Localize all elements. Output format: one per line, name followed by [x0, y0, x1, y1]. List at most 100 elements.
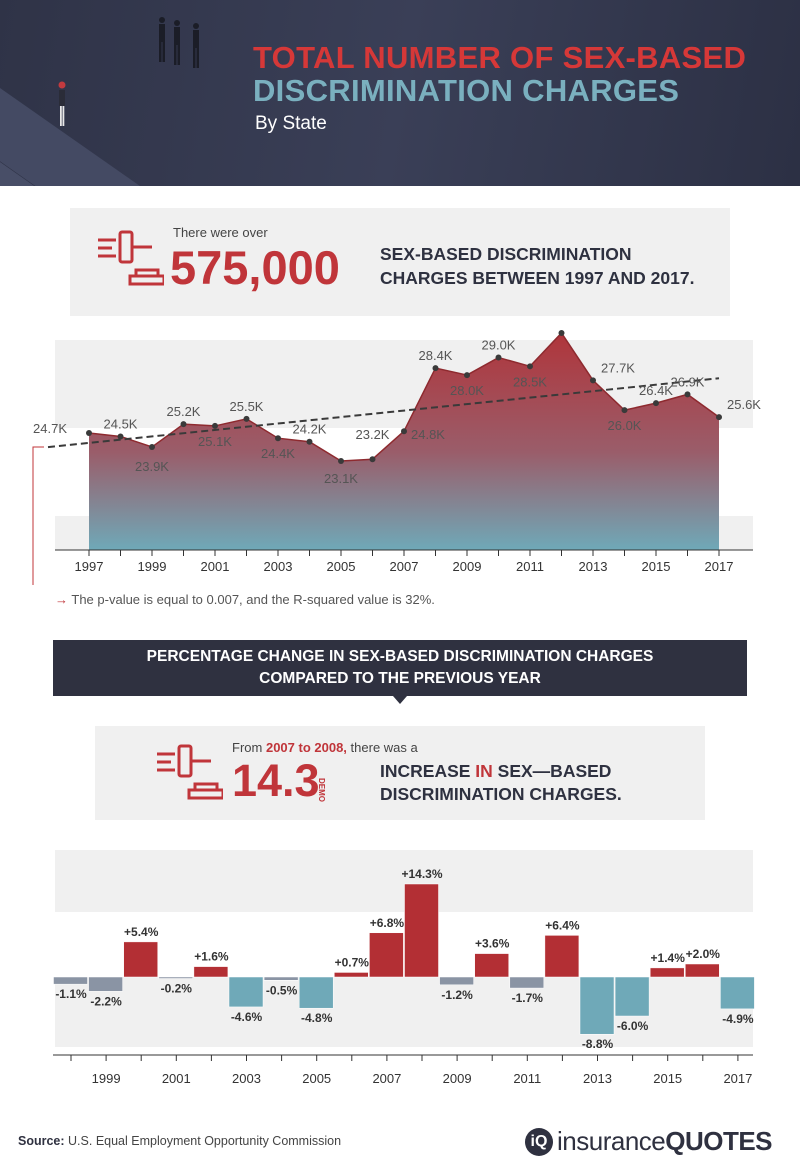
header-decoration	[0, 60, 272, 186]
logo-text-a: insurance	[557, 1126, 666, 1156]
connector-line	[32, 446, 44, 585]
bar-label: +6.4%	[545, 918, 580, 932]
data-label: 28.5K	[513, 374, 547, 389]
bar-series	[53, 883, 755, 1035]
x-tick-label: 2009	[443, 1071, 472, 1086]
trend-note: → The p-value is equal to 0.007, and the…	[55, 592, 435, 607]
area-chart-total-charges: 24.7K 24.5K 23.9K 25.2K 25.1K 25.5K 24.4K 24.2K…	[32, 330, 761, 585]
trend-note-text: The p-value is equal to 0.007, and the R…	[71, 592, 435, 607]
bar	[123, 941, 158, 978]
bar-label: -4.6%	[231, 1010, 263, 1024]
x-tick-label: 2011	[513, 1071, 541, 1086]
stat2-description-line2: DISCRIMINATION CHARGES.	[380, 784, 622, 804]
stat2-desc-b: IN	[475, 761, 493, 781]
stat-number: 575,000	[170, 241, 340, 294]
x-axis: 1997 1999 2001 2003 2005 2007 2009 2011 2013 2015…	[55, 549, 753, 574]
source-label: Source:	[18, 1134, 65, 1148]
x-tick-label: 2015	[642, 559, 671, 574]
gavel-icon	[98, 230, 164, 286]
logo-wordmark: insuranceQUOTES	[557, 1126, 773, 1157]
bar-label: +1.4%	[651, 951, 686, 965]
bar-chart-percent-change: -1.1%-2.2% +5.4% -0.2% +1.6% -4.6%-0.5%-4.8%…	[53, 850, 755, 1086]
x-tick-label: 2005	[327, 559, 356, 574]
data-point	[527, 363, 533, 370]
data-label: 25.5K	[230, 399, 264, 414]
bar	[263, 976, 299, 981]
data-label: 24.4K	[261, 446, 295, 461]
data-labels: 24.7K 24.5K 23.9K 25.2K 25.1K 25.5K 24.4K 24.2K…	[33, 338, 761, 486]
data-point	[275, 435, 281, 442]
stat2-intro-prefix: From	[232, 740, 263, 755]
data-point	[495, 354, 502, 361]
data-label: 29.0K	[482, 338, 516, 353]
note-connector	[32, 446, 44, 585]
x-tick-label: 2005	[302, 1071, 331, 1086]
businessmen-illustration	[159, 17, 199, 68]
data-label: 28.0K	[450, 383, 484, 398]
bar-label: -4.9%	[722, 1012, 754, 1026]
data-labels: -1.1%-2.2% +5.4% -0.2% +1.6% -4.6%-0.5%-4.8%…	[55, 867, 754, 1051]
data-label: 25.2K	[167, 404, 201, 419]
bar	[88, 976, 123, 992]
gavel-icon	[157, 744, 223, 800]
bar	[579, 976, 615, 1035]
businesswoman-illustration	[58, 81, 66, 126]
data-label: 23.9K	[135, 459, 169, 474]
bar	[720, 976, 755, 1010]
bar	[369, 932, 404, 978]
x-tick-label: 2011	[516, 559, 544, 574]
x-tick-label: 2015	[653, 1071, 682, 1086]
stat2-intro: From 2007 to 2008, there was a	[232, 740, 418, 755]
bar	[404, 883, 439, 978]
x-tick-label: 2009	[453, 559, 482, 574]
data-point	[621, 407, 628, 414]
stat2-desc-c: SEX—BASED	[492, 761, 612, 781]
stat-box-total: There were over 575,000 SEX-BASED DISCRI…	[70, 208, 730, 316]
page-title-line1: TOTAL NUMBER OF SEX-BASED	[253, 40, 747, 75]
bar-label: -1.7%	[512, 991, 544, 1005]
bar-label: -1.2%	[441, 988, 473, 1002]
data-label: 24.2K	[293, 422, 327, 437]
bar	[228, 976, 264, 1008]
bar-label: -0.2%	[161, 982, 193, 996]
data-label: 24.5K	[104, 416, 138, 431]
bar-label: -2.2%	[90, 994, 122, 1008]
data-point	[338, 458, 344, 464]
stat-intro: There were over	[173, 225, 268, 240]
bar-label: +3.6%	[475, 937, 510, 951]
bar-label: +5.4%	[124, 925, 159, 939]
stat-description-line1: SEX-BASED DISCRIMINATION	[380, 244, 632, 264]
data-point	[306, 438, 313, 445]
bar	[53, 976, 88, 985]
stat-description-line2: CHARGES BETWEEN 1997 AND 2017.	[380, 268, 695, 288]
data-point	[86, 429, 92, 436]
data-point	[590, 377, 596, 384]
data-label: 28.4K	[419, 348, 453, 363]
page-title-line2: DISCRIMINATION CHARGES	[253, 73, 680, 108]
data-label: 26.0K	[608, 418, 642, 433]
bar	[509, 976, 545, 989]
x-tick-label: 2007	[372, 1071, 401, 1086]
data-point	[117, 433, 124, 440]
data-label: 23.2K	[356, 427, 390, 442]
x-tick-label: 2013	[583, 1071, 612, 1086]
x-tick-label: 1999	[138, 559, 167, 574]
bar-label: -1.1%	[55, 987, 87, 1001]
data-label: 25.6K	[727, 397, 761, 412]
bar-label: +0.7%	[335, 955, 370, 969]
page-subtitle: By State	[255, 113, 327, 134]
x-tick-label: 2003	[264, 559, 293, 574]
trend-line-path	[47, 377, 720, 449]
trend-line	[47, 377, 720, 449]
data-point	[180, 421, 187, 428]
x-tick-label: 1999	[92, 1071, 121, 1086]
logo-text-b: QUOTES	[665, 1126, 773, 1156]
data-point	[716, 414, 722, 421]
x-tick-label: 2017	[705, 559, 734, 574]
x-tick-label: 2001	[201, 559, 230, 574]
x-tick-label: 2003	[232, 1071, 261, 1086]
data-point	[212, 422, 218, 429]
data-label: 24.7K	[33, 421, 67, 436]
area-fill	[89, 333, 719, 550]
banner-pointer	[393, 696, 407, 704]
